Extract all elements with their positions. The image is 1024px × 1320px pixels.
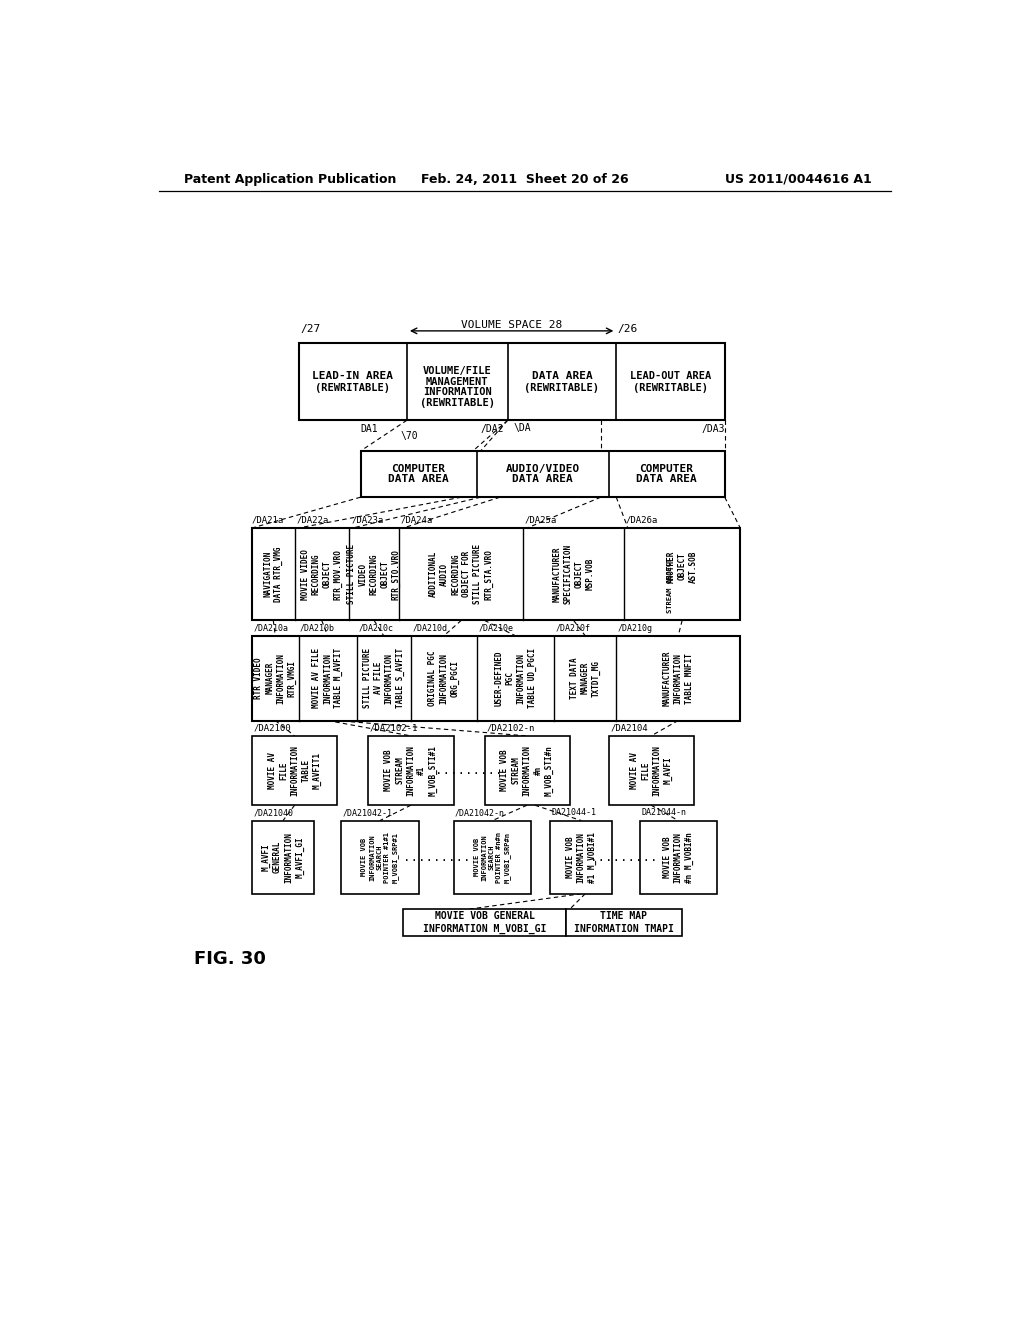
Text: MOVIE VIDEO
RECORDING
OBJECT
RTR_MOV.VRO: MOVIE VIDEO RECORDING OBJECT RTR_MOV.VRO [301,549,343,599]
Text: /DA26a: /DA26a [626,516,657,525]
Text: /DA2102-1: /DA2102-1 [370,723,418,733]
Text: /26: /26 [617,325,638,334]
Text: /DA21042-n: /DA21042-n [455,808,505,817]
Text: FIG. 30: FIG. 30 [194,950,266,968]
Text: MOVIE VOB
INFORMATION
#1 M_VOBI#1: MOVIE VOB INFORMATION #1 M_VOBI#1 [565,832,597,883]
Text: /DA210b: /DA210b [300,623,335,632]
Text: STILL PICTURE
VIDEO
RECORDING
OBJECT
RTR_STO.VRO: STILL PICTURE VIDEO RECORDING OBJECT RTR… [347,544,400,605]
Text: STREAM OBJECT: STREAM OBJECT [668,558,674,614]
Bar [566,909,682,936]
Text: MOVIE VOB
INFORMATION
SEARCH
POINTER #n#n
M_VOBI_SRP#n: MOVIE VOB INFORMATION SEARCH POINTER #n#… [474,832,511,883]
Text: MANAGEMENT: MANAGEMENT [426,376,488,387]
Bar [640,821,717,894]
Text: MOVIE VOB
STREAM
INFORMATION
#n
M_VOB_STI#n: MOVIE VOB STREAM INFORMATION #n M_VOB_ST… [501,744,554,796]
Bar [484,737,569,805]
Text: INFORMATION: INFORMATION [423,388,492,397]
Text: NAVIGATION
DATA RTR_VMG: NAVIGATION DATA RTR_VMG [263,546,284,602]
Text: /27: /27 [300,325,321,334]
Text: Patent Application Publication: Patent Application Publication [183,173,396,186]
Text: MOVIE AV
FILE
INFORMATION
M_AVFI: MOVIE AV FILE INFORMATION M_AVFI [630,744,673,796]
Text: (REWRITABLE): (REWRITABLE) [633,383,708,393]
Bar [550,821,612,894]
Text: LEAD-OUT AREA: LEAD-OUT AREA [630,371,711,380]
Bar [252,821,314,894]
Text: \DA: \DA [514,422,531,433]
Bar [252,737,337,805]
Text: LEAD-IN AREA: LEAD-IN AREA [312,371,393,380]
Text: ORIGINAL PGC
INFORMATION
ORG_PGCI: ORIGINAL PGC INFORMATION ORG_PGCI [428,651,460,706]
Text: \70: \70 [400,430,419,441]
Text: /DA23a: /DA23a [351,516,383,525]
Text: MOVIE VOB
INFORMATION
#n M_VOBI#n: MOVIE VOB INFORMATION #n M_VOBI#n [663,832,694,883]
Text: ADDITIONAL
AUDIO
RECORDING
OBJECT FOR
STILL PICTURE
RTR_STA.VRO: ADDITIONAL AUDIO RECORDING OBJECT FOR ST… [429,544,494,605]
Text: VOLUME SPACE 28: VOLUME SPACE 28 [461,319,562,330]
Text: /DA210c: /DA210c [358,623,393,632]
Text: RTR VIDEO
MANAGER
INFORMATION
RTR_VMGI: RTR VIDEO MANAGER INFORMATION RTR_VMGI [254,652,297,704]
Text: MANUFACTURER
INFORMATION
TABLE MNFIT: MANUFACTURER INFORMATION TABLE MNFIT [663,651,694,706]
Text: (REWRITABLE): (REWRITABLE) [524,383,599,393]
Text: COMPUTER: COMPUTER [391,463,445,474]
Text: /DA25a: /DA25a [524,516,557,525]
Bar [454,821,531,894]
Text: /DA210d: /DA210d [413,623,447,632]
Text: M_AVFI
GENERAL
INFORMATION
M_AVFI_GI: M_AVFI GENERAL INFORMATION M_AVFI_GI [262,832,304,883]
Text: MOVIE VOB GENERAL
INFORMATION M_VOBI_GI: MOVIE VOB GENERAL INFORMATION M_VOBI_GI [423,911,546,935]
Text: DATA AREA: DATA AREA [636,474,697,484]
Text: MOVIE AV
FILE
INFORMATION
TABLE
M_AVFIT1: MOVIE AV FILE INFORMATION TABLE M_AVFIT1 [268,744,322,796]
Text: /DA21040: /DA21040 [254,808,294,817]
Text: /DA2100: /DA2100 [254,723,291,733]
Text: DATA AREA: DATA AREA [512,474,573,484]
Bar [252,636,740,721]
Text: Feb. 24, 2011  Sheet 20 of 26: Feb. 24, 2011 Sheet 20 of 26 [421,173,629,186]
Text: AUDIO/VIDEO: AUDIO/VIDEO [506,463,580,474]
Bar [369,737,454,805]
Text: /DA2102-n: /DA2102-n [486,723,535,733]
Text: /DA210g: /DA210g [617,623,653,632]
Bar [403,909,566,936]
Text: MOVIE VOB
STREAM
INFORMATION
#1
M_VOB_STI#1: MOVIE VOB STREAM INFORMATION #1 M_VOB_ST… [384,744,437,796]
Text: /DA210a: /DA210a [254,623,289,632]
Text: DATA AREA: DATA AREA [388,474,449,484]
Text: ANOTHER
OBJECT
AST.SOB: ANOTHER OBJECT AST.SOB [667,550,697,582]
Text: DA21044-1: DA21044-1 [552,808,597,817]
Text: (REWRITABLE): (REWRITABLE) [420,399,495,408]
Bar [341,821,419,894]
Text: US 2011/0044616 A1: US 2011/0044616 A1 [725,173,872,186]
Bar [299,343,725,420]
Text: .........: ......... [590,850,657,863]
Text: .........: ......... [435,764,503,777]
Text: MOVIE AV FILE
INFORMATION
TABLE M_AVFIT: MOVIE AV FILE INFORMATION TABLE M_AVFIT [312,648,343,709]
Text: VOLUME/FILE: VOLUME/FILE [423,366,492,376]
Text: MANUFACTURER
SPECIFICATION
OBJECT
MSP.VOB: MANUFACTURER SPECIFICATION OBJECT MSP.VO… [553,544,595,605]
Text: DA1: DA1 [360,425,378,434]
Text: DA21044-n: DA21044-n [641,808,686,817]
Text: MOVIE VOB
INFORMATION
SEARCH
POINTER #1#1
M_VOBI_SRP#1: MOVIE VOB INFORMATION SEARCH POINTER #1#… [361,832,398,883]
Text: COMPUTER: COMPUTER [640,463,693,474]
Text: /DA210e: /DA210e [478,623,513,632]
Text: STILL PICTURE
AV FILE
INFORMATION
TABLE S_AVFIT: STILL PICTURE AV FILE INFORMATION TABLE … [362,648,404,709]
Text: (REWRITABLE): (REWRITABLE) [315,383,390,393]
Text: DATA AREA: DATA AREA [531,371,592,380]
Bar [360,451,725,498]
Text: TEXT DATA
MANAGER
TXTDT_MG: TEXT DATA MANAGER TXTDT_MG [569,657,601,700]
Text: /DA210f: /DA210f [556,623,591,632]
Text: TIME MAP
INFORMATION TMAPI: TIME MAP INFORMATION TMAPI [574,911,674,933]
Text: USER-DEFINED
PGC
INFORMATION
TABLE UD_PGCI: USER-DEFINED PGC INFORMATION TABLE UD_PG… [495,648,537,709]
Text: .........: ......... [402,850,470,863]
Text: /DA22a: /DA22a [297,516,329,525]
Bar [252,528,740,620]
Text: /DA2: /DA2 [480,425,504,434]
Text: /DA24a: /DA24a [400,516,433,525]
Text: /DA21042-1: /DA21042-1 [343,808,392,817]
Text: /DA21a: /DA21a [252,516,285,525]
Text: /DA2104: /DA2104 [610,723,647,733]
Text: /DA3: /DA3 [701,425,725,434]
Bar [608,737,693,805]
